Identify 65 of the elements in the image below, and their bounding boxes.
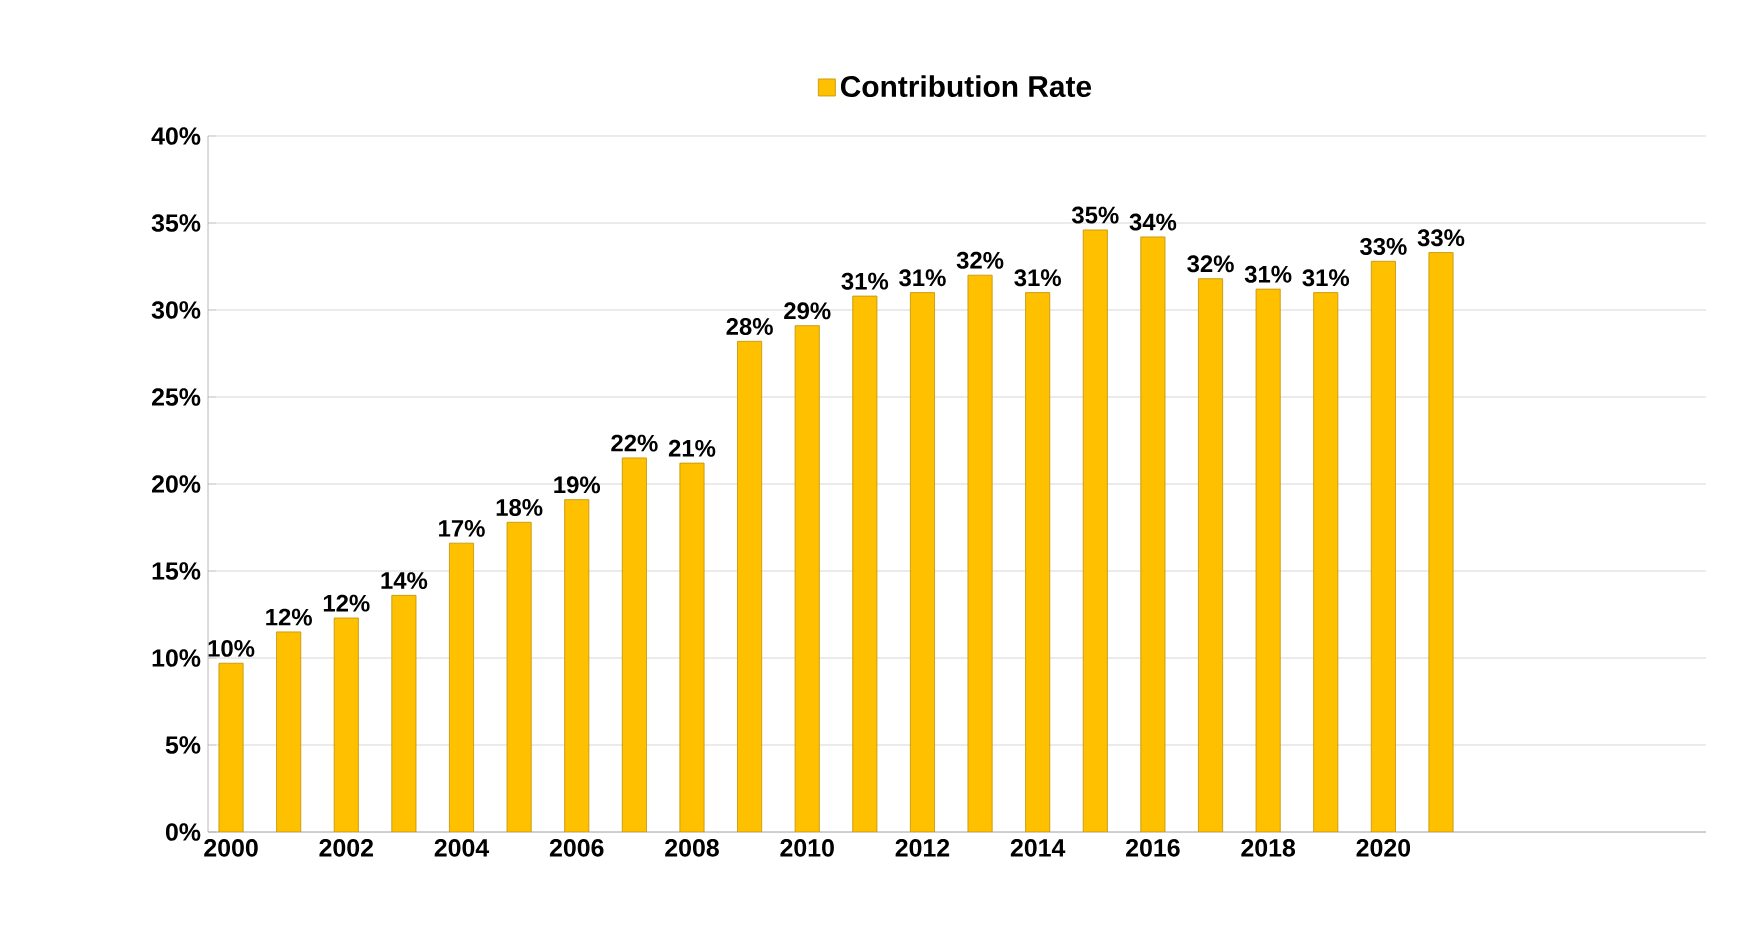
bar — [276, 631, 302, 832]
y-tick-label: 10% — [152, 649, 201, 667]
data-label: 21% — [668, 439, 716, 457]
data-label: 31% — [899, 269, 946, 287]
bar — [737, 340, 763, 832]
data-label: 28% — [726, 318, 773, 335]
bar — [909, 292, 935, 832]
x-tick-label: 2006 — [549, 839, 604, 857]
x-tick-label: 2004 — [434, 839, 490, 857]
y-tick-label: 25% — [151, 388, 201, 406]
x-tick-label: 2012 — [895, 839, 950, 857]
bar — [967, 274, 993, 832]
data-label: 33% — [1360, 237, 1407, 255]
x-tick-label: 2020 — [1356, 839, 1411, 857]
bar — [218, 662, 244, 832]
bar — [449, 542, 475, 832]
data-label: 18% — [496, 498, 543, 516]
legend-label: Contribution Rate — [840, 75, 1092, 98]
data-label: 19% — [554, 476, 601, 494]
data-label: 31% — [841, 272, 889, 290]
y-tick-label: 40% — [151, 127, 201, 145]
data-label: 32% — [956, 251, 1004, 269]
y-tick-label: 30% — [151, 301, 201, 319]
x-tick-label: 2010 — [780, 839, 834, 857]
x-tick-label: 2000 — [204, 839, 258, 857]
y-tick-label: 20% — [151, 475, 201, 493]
bar — [1313, 292, 1339, 832]
bar — [564, 499, 590, 832]
y-tick-label: 0% — [165, 823, 201, 841]
x-tick-label: 2008 — [665, 839, 719, 857]
data-label: 32% — [1187, 255, 1234, 273]
data-label: 29% — [784, 302, 831, 320]
y-tick-label: 5% — [165, 736, 201, 754]
data-label: 14% — [381, 572, 428, 589]
data-label: 10% — [208, 639, 255, 657]
data-label: 17% — [439, 519, 485, 537]
bar — [852, 295, 878, 832]
bar — [391, 594, 417, 832]
bar — [1140, 236, 1166, 832]
bar — [1370, 260, 1396, 832]
x-tick-label: 2014 — [1010, 839, 1066, 857]
data-label: 12% — [323, 594, 370, 612]
bar — [1025, 292, 1051, 832]
data-label: 34% — [1129, 213, 1177, 231]
x-tick-label: 2018 — [1241, 839, 1296, 857]
data-label: 31% — [1302, 269, 1350, 287]
bar — [794, 325, 820, 832]
y-tick-label: 35% — [151, 214, 201, 232]
bar — [621, 457, 647, 832]
bar — [506, 521, 532, 832]
bar — [1198, 278, 1224, 832]
bar — [1082, 229, 1108, 832]
x-tick-label: 2016 — [1126, 839, 1180, 857]
data-label: 12% — [266, 608, 312, 626]
bar — [1428, 252, 1454, 832]
bar — [1255, 288, 1281, 832]
bar — [679, 462, 705, 832]
data-label: 22% — [611, 434, 658, 452]
data-label: 35% — [1071, 206, 1119, 224]
data-label: 33% — [1417, 229, 1465, 247]
data-label: 31% — [1244, 265, 1292, 283]
y-tick-label: 15% — [152, 562, 201, 580]
data-label: 31% — [1014, 269, 1061, 287]
bar — [333, 617, 359, 832]
x-tick-label: 2002 — [319, 839, 373, 857]
